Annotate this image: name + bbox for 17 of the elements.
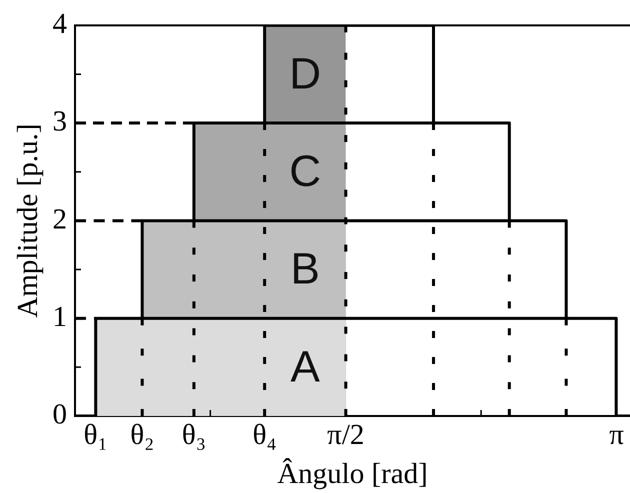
- x-tick-label: θ₃: [182, 419, 206, 452]
- series-label: D: [289, 49, 322, 98]
- x-tick-label: π/2: [327, 419, 364, 452]
- series-label: B: [290, 244, 320, 294]
- y-tick-label: 2: [52, 203, 67, 236]
- x-tick-label: θ₁: [84, 419, 108, 452]
- y-tick-label: 3: [52, 106, 67, 138]
- series-label: C: [289, 147, 322, 196]
- y-tick-label: 4: [52, 8, 68, 40]
- y-tick-label: 0: [52, 398, 67, 431]
- x-tick-label: θ₄: [252, 419, 277, 452]
- series-label: A: [290, 342, 321, 392]
- x-tick-label: π: [609, 419, 624, 452]
- x-tick-label: θ₂: [130, 419, 154, 452]
- y-tick-label: 1: [52, 300, 67, 333]
- x-axis-title: Ângulo [rad]: [277, 458, 428, 490]
- y-axis-title: Amplitude [p.u.]: [12, 124, 44, 318]
